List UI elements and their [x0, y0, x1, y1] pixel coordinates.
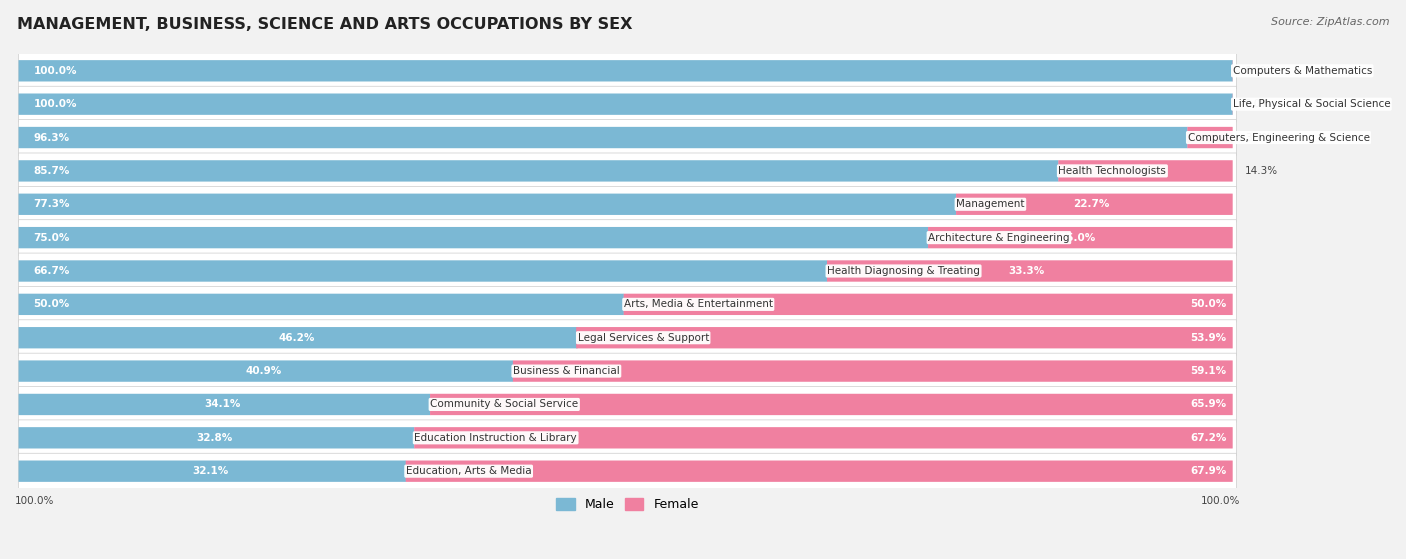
FancyBboxPatch shape: [406, 461, 1233, 482]
FancyBboxPatch shape: [18, 60, 1233, 82]
FancyBboxPatch shape: [18, 253, 1236, 289]
Text: 66.7%: 66.7%: [34, 266, 70, 276]
Text: Health Diagnosing & Treating: Health Diagnosing & Treating: [827, 266, 980, 276]
FancyBboxPatch shape: [18, 353, 1236, 389]
FancyBboxPatch shape: [18, 293, 624, 315]
Text: 96.3%: 96.3%: [34, 132, 69, 143]
Text: 32.1%: 32.1%: [193, 466, 229, 476]
FancyBboxPatch shape: [18, 127, 1188, 148]
FancyBboxPatch shape: [18, 186, 1236, 222]
Text: Source: ZipAtlas.com: Source: ZipAtlas.com: [1271, 17, 1389, 27]
FancyBboxPatch shape: [928, 227, 1233, 248]
Legend: Male, Female: Male, Female: [551, 493, 704, 517]
FancyBboxPatch shape: [18, 153, 1236, 189]
FancyBboxPatch shape: [18, 394, 430, 415]
Text: Education, Arts & Media: Education, Arts & Media: [406, 466, 531, 476]
FancyBboxPatch shape: [18, 227, 928, 248]
FancyBboxPatch shape: [430, 394, 1233, 415]
Text: 0.0%: 0.0%: [1244, 66, 1271, 76]
Text: 67.9%: 67.9%: [1191, 466, 1226, 476]
FancyBboxPatch shape: [18, 427, 415, 448]
FancyBboxPatch shape: [18, 260, 827, 282]
Text: 65.9%: 65.9%: [1191, 400, 1226, 409]
Text: 59.1%: 59.1%: [1191, 366, 1226, 376]
Text: Life, Physical & Social Science: Life, Physical & Social Science: [1233, 99, 1391, 109]
FancyBboxPatch shape: [18, 461, 406, 482]
Text: Management: Management: [956, 199, 1025, 209]
Text: 50.0%: 50.0%: [1191, 300, 1226, 309]
Text: 40.9%: 40.9%: [246, 366, 283, 376]
FancyBboxPatch shape: [415, 427, 1233, 448]
Text: 50.0%: 50.0%: [34, 300, 70, 309]
FancyBboxPatch shape: [513, 361, 1233, 382]
Text: 100.0%: 100.0%: [34, 99, 77, 109]
Text: Community & Social Service: Community & Social Service: [430, 400, 578, 409]
Text: Education Instruction & Library: Education Instruction & Library: [415, 433, 576, 443]
Text: 32.8%: 32.8%: [197, 433, 233, 443]
Text: 0.0%: 0.0%: [1244, 99, 1271, 109]
Text: 85.7%: 85.7%: [34, 166, 70, 176]
Text: 100.0%: 100.0%: [1201, 496, 1240, 506]
FancyBboxPatch shape: [18, 453, 1236, 489]
FancyBboxPatch shape: [18, 386, 1236, 423]
FancyBboxPatch shape: [827, 260, 1233, 282]
Text: Architecture & Engineering: Architecture & Engineering: [928, 233, 1070, 243]
FancyBboxPatch shape: [576, 327, 1233, 348]
Text: 46.2%: 46.2%: [278, 333, 315, 343]
Text: 22.7%: 22.7%: [1073, 199, 1109, 209]
FancyBboxPatch shape: [18, 320, 1236, 356]
Text: 100.0%: 100.0%: [15, 496, 55, 506]
Text: MANAGEMENT, BUSINESS, SCIENCE AND ARTS OCCUPATIONS BY SEX: MANAGEMENT, BUSINESS, SCIENCE AND ARTS O…: [17, 17, 633, 32]
Text: Arts, Media & Entertainment: Arts, Media & Entertainment: [624, 300, 773, 309]
Text: Business & Financial: Business & Financial: [513, 366, 620, 376]
FancyBboxPatch shape: [18, 193, 956, 215]
FancyBboxPatch shape: [18, 220, 1236, 255]
Text: 3.7%: 3.7%: [1244, 132, 1271, 143]
Text: 75.0%: 75.0%: [34, 233, 70, 243]
Text: Computers, Engineering & Science: Computers, Engineering & Science: [1188, 132, 1369, 143]
Text: Legal Services & Support: Legal Services & Support: [578, 333, 709, 343]
FancyBboxPatch shape: [18, 93, 1233, 115]
FancyBboxPatch shape: [18, 327, 578, 348]
FancyBboxPatch shape: [18, 53, 1236, 89]
Text: 34.1%: 34.1%: [204, 400, 240, 409]
FancyBboxPatch shape: [956, 193, 1233, 215]
FancyBboxPatch shape: [18, 286, 1236, 323]
FancyBboxPatch shape: [18, 420, 1236, 456]
FancyBboxPatch shape: [18, 361, 513, 382]
Text: 67.2%: 67.2%: [1189, 433, 1226, 443]
Text: 25.0%: 25.0%: [1059, 233, 1095, 243]
Text: Health Technologists: Health Technologists: [1059, 166, 1167, 176]
FancyBboxPatch shape: [1059, 160, 1233, 182]
FancyBboxPatch shape: [624, 293, 1233, 315]
Text: 33.3%: 33.3%: [1008, 266, 1045, 276]
Text: Computers & Mathematics: Computers & Mathematics: [1233, 66, 1372, 76]
FancyBboxPatch shape: [18, 160, 1059, 182]
Text: 77.3%: 77.3%: [34, 199, 70, 209]
FancyBboxPatch shape: [1188, 127, 1233, 148]
Text: 53.9%: 53.9%: [1191, 333, 1226, 343]
FancyBboxPatch shape: [18, 120, 1236, 155]
Text: 100.0%: 100.0%: [34, 66, 77, 76]
Text: 14.3%: 14.3%: [1244, 166, 1278, 176]
FancyBboxPatch shape: [18, 86, 1236, 122]
